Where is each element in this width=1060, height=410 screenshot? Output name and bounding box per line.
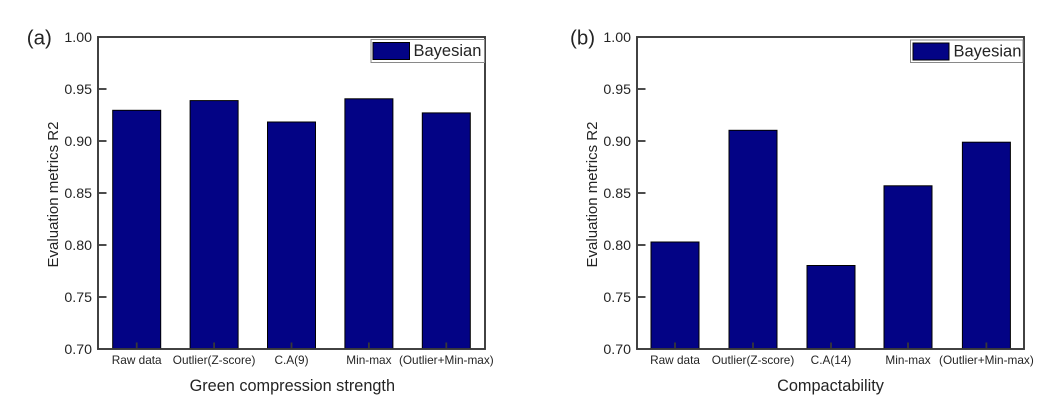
svg-text:Outlier(Z-score): Outlier(Z-score) <box>712 353 795 367</box>
svg-text:0.75: 0.75 <box>64 290 92 306</box>
svg-text:0.95: 0.95 <box>64 82 92 98</box>
svg-text:Evaluation metrics R2: Evaluation metrics R2 <box>45 122 62 268</box>
svg-text:Bayesian: Bayesian <box>954 42 1022 60</box>
svg-text:(a): (a) <box>27 27 52 50</box>
svg-text:(Outlier+Min-max): (Outlier+Min-max) <box>399 353 494 367</box>
svg-text:Min-max: Min-max <box>885 353 930 367</box>
svg-text:0.80: 0.80 <box>64 238 92 254</box>
svg-text:0.70: 0.70 <box>603 342 631 358</box>
svg-text:0.80: 0.80 <box>603 238 631 254</box>
svg-text:C.A(9): C.A(9) <box>274 353 308 367</box>
svg-text:Bayesian: Bayesian <box>414 42 482 60</box>
svg-text:(b): (b) <box>570 27 595 50</box>
svg-text:0.90: 0.90 <box>64 134 92 150</box>
svg-text:Min-max: Min-max <box>346 353 391 367</box>
svg-text:0.95: 0.95 <box>603 82 631 98</box>
svg-text:0.85: 0.85 <box>64 186 92 202</box>
svg-text:0.90: 0.90 <box>603 134 631 150</box>
svg-text:(Outlier+Min-max): (Outlier+Min-max) <box>939 353 1034 367</box>
svg-text:0.75: 0.75 <box>603 290 631 306</box>
svg-text:Outlier(Z-score): Outlier(Z-score) <box>173 353 256 367</box>
svg-text:1.00: 1.00 <box>603 30 631 46</box>
svg-text:Raw data: Raw data <box>650 353 700 367</box>
svg-text:Evaluation metrics R2: Evaluation metrics R2 <box>584 122 601 268</box>
svg-text:Green compression strength: Green compression strength <box>190 377 395 395</box>
svg-text:C.A(14): C.A(14) <box>811 353 852 367</box>
svg-text:1.00: 1.00 <box>64 30 92 46</box>
svg-text:0.70: 0.70 <box>64 342 92 358</box>
svg-text:Raw data: Raw data <box>112 353 162 367</box>
svg-text:0.85: 0.85 <box>603 186 631 202</box>
svg-text:Compactability: Compactability <box>777 377 885 395</box>
